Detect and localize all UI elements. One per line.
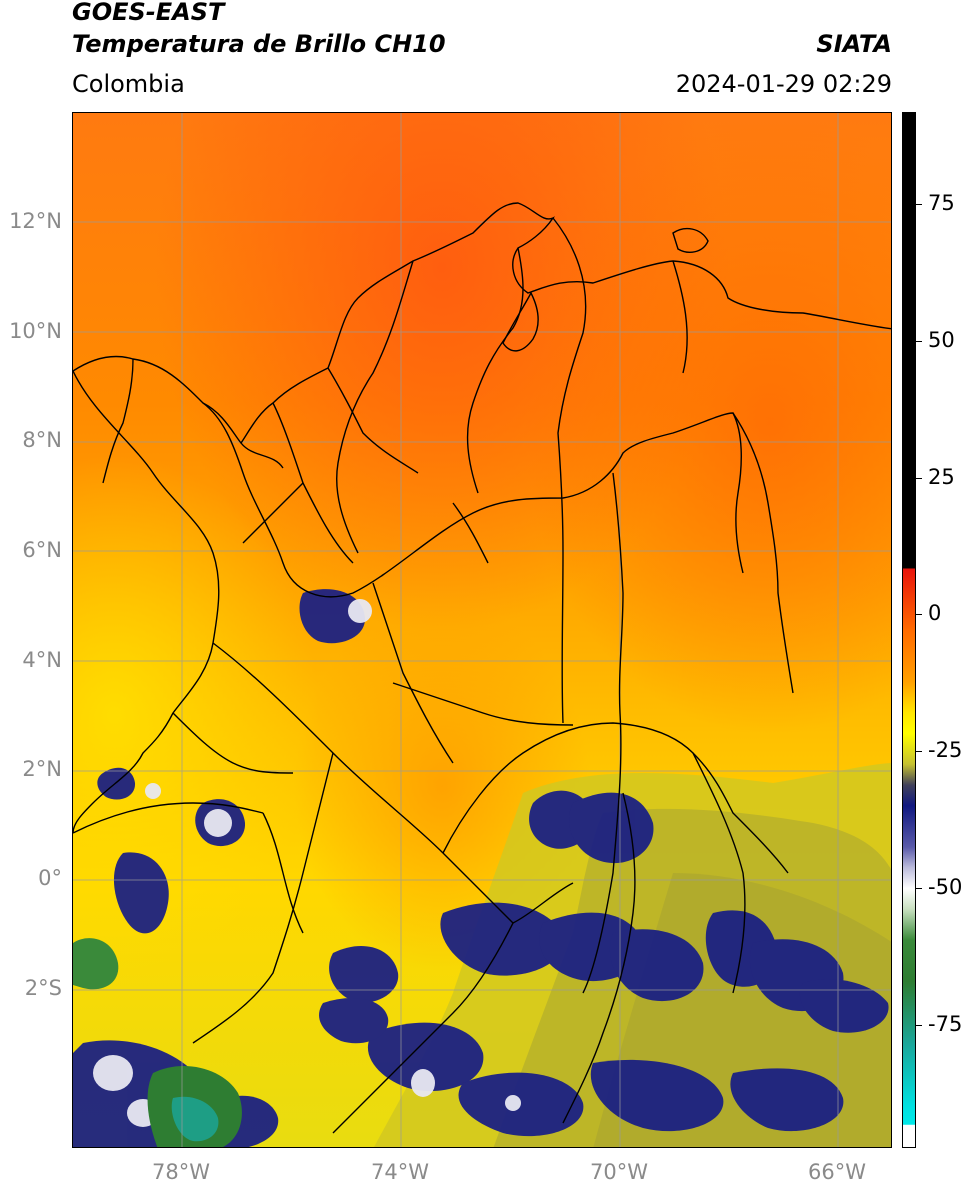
colorbar [902,112,916,1148]
convective-clouds [73,589,889,1147]
very-cold-clouds [73,938,242,1147]
colorbar-tick [916,614,922,615]
colorbar-label-75: 75 [928,191,955,215]
colorbar-label-25: 25 [928,465,955,489]
colorbar-tick [916,1025,922,1026]
region-label: Colombia [72,70,185,98]
lon-label-66w: 66°W [808,1160,866,1184]
lat-label-0: 0° [38,866,62,890]
map-canvas [73,113,891,1147]
colorbar-label-minus75: -75 [928,1012,963,1036]
colorbar-tick [916,341,922,342]
lon-label-74w: 74°W [371,1160,429,1184]
satellite-map [72,112,892,1148]
colorbar-label-50: 50 [928,328,955,352]
colorbar-tick [916,751,922,752]
product-title: Temperatura de Brillo CH10 [72,30,446,58]
satellite-title: GOES-EAST [72,0,225,26]
colorbar-tick [916,478,922,479]
lat-label-4n: 4°N [22,648,62,672]
timestamp-label: 2024-01-29 02:29 [675,70,892,98]
lat-label-10n: 10°N [9,319,62,343]
colorbar-label-0: 0 [928,601,942,625]
lon-label-78w: 78°W [152,1160,210,1184]
colorbar-label-minus25: -25 [928,738,963,762]
colorbar-tick [916,888,922,889]
lat-label-2s: 2°S [24,976,62,1000]
colorbar-gradient [903,113,915,1147]
lat-label-2n: 2°N [22,757,62,781]
lat-label-12n: 12°N [9,209,62,233]
agency-label: SIATA [816,30,892,58]
colorbar-tick [916,204,922,205]
lat-label-8n: 8°N [22,428,62,452]
graticule [73,113,891,1147]
lat-label-6n: 6°N [22,538,62,562]
lon-label-70w: 70°W [590,1160,648,1184]
coastlines-and-borders [73,202,891,1134]
colorbar-label-minus50: -50 [928,875,963,899]
